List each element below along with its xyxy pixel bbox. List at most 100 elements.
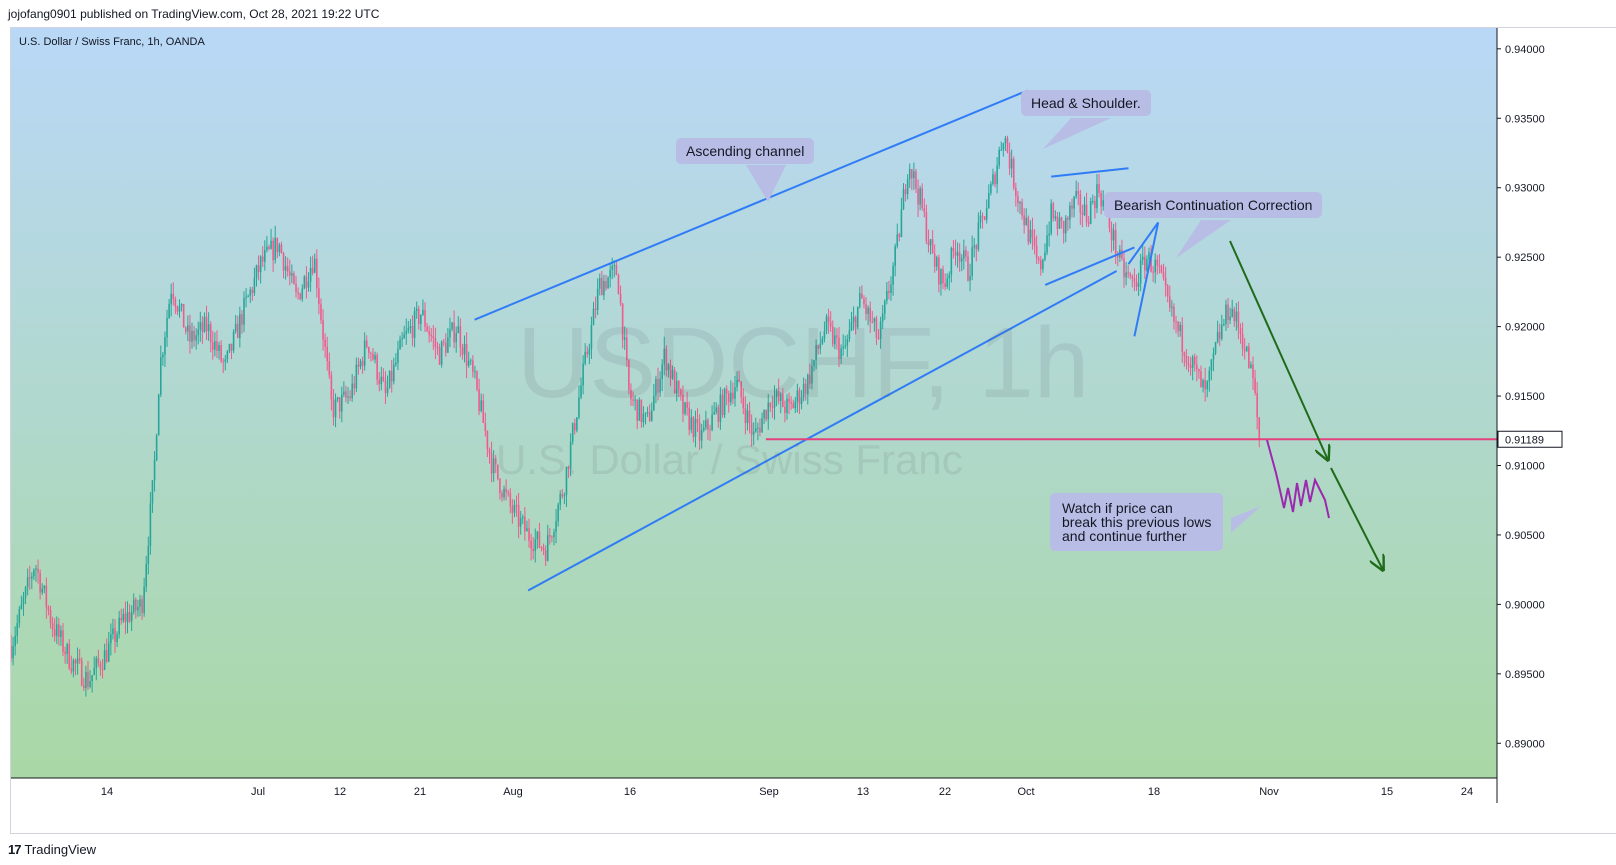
price-axis-label: 0.91500 <box>1505 391 1545 403</box>
callout-tail-ascending <box>746 165 786 202</box>
candle-body <box>732 392 734 399</box>
candle-body <box>191 330 193 342</box>
candle-body <box>856 306 859 328</box>
candle-body <box>580 385 582 398</box>
flag-upper-line[interactable] <box>1051 167 1129 178</box>
candle-body <box>973 245 976 248</box>
candle-body <box>1177 321 1179 332</box>
candle-body <box>553 532 555 538</box>
callout-ascending-channel[interactable]: Ascending channel <box>676 138 815 164</box>
candle-body <box>630 389 632 400</box>
candle-body <box>686 402 688 408</box>
candle-body <box>122 613 125 621</box>
candle-body <box>459 326 462 348</box>
price-axis[interactable]: 0.94000 0.93500 0.93000 0.92500 0.92000 0.915… <box>1497 44 1545 750</box>
candle-body <box>66 644 68 654</box>
candle-body <box>372 353 374 360</box>
candle-body <box>642 413 645 423</box>
chart-frame[interactable]: 0.94000 0.93500 0.93000 0.92500 0.92000 0.915… <box>10 27 1616 834</box>
candle-body <box>451 322 453 330</box>
candle-body <box>987 193 990 209</box>
candle-body <box>486 431 489 450</box>
candle-body <box>605 281 607 289</box>
flag-lower-line[interactable] <box>1044 246 1135 286</box>
candle-body <box>817 345 819 349</box>
callout-watch-note[interactable]: Watch if price can break this previous l… <box>1050 493 1224 551</box>
footer-brand[interactable]: 17 TradingView <box>8 842 96 857</box>
candle-body <box>355 364 358 389</box>
candle-body <box>1110 227 1113 241</box>
candle-body <box>992 174 994 184</box>
candle-body <box>1094 201 1096 209</box>
candle-body <box>821 338 824 344</box>
time-axis[interactable]: 14 Jul 12 21 Aug 16 Sep 13 22 Oct 18 Nov 15 24 <box>101 786 1473 798</box>
candle-body <box>455 333 458 343</box>
projection-path[interactable] <box>1266 439 1330 519</box>
candle-series <box>11 135 1261 697</box>
candle-body <box>89 681 91 687</box>
candle-body <box>963 250 965 259</box>
candle-body <box>507 492 510 494</box>
candle-body <box>900 209 903 237</box>
wedge-line-up[interactable] <box>1127 221 1160 265</box>
candle-body <box>164 337 166 355</box>
candle-body <box>653 395 655 411</box>
callout-bearish-continuation[interactable]: Bearish Continuation Correction <box>1104 192 1323 218</box>
candle-body <box>28 577 31 579</box>
candle-body <box>445 342 447 353</box>
candle-body <box>349 396 351 399</box>
candle-body <box>361 360 364 366</box>
candle-body <box>91 675 93 682</box>
candle-body <box>105 649 108 662</box>
candle-body <box>1039 260 1042 270</box>
candle-body <box>110 634 112 644</box>
candle-body <box>1193 356 1196 365</box>
candle-body <box>888 290 890 293</box>
candle-body <box>218 345 220 351</box>
candle-body <box>804 383 807 395</box>
candle-body <box>328 361 331 376</box>
candle-body <box>1010 158 1013 169</box>
drawing-overlays[interactable] <box>474 89 1497 592</box>
candle-body <box>157 394 160 436</box>
candle-body <box>1250 364 1252 369</box>
candle-body <box>1166 285 1169 297</box>
candle-body <box>22 597 25 605</box>
candle-body <box>1096 184 1098 209</box>
callout-head-shoulder[interactable]: Head & Shoulder. <box>1021 90 1151 116</box>
candle-body <box>1204 380 1206 390</box>
candle-body <box>51 623 54 630</box>
channel-lower-line[interactable] <box>527 270 1118 592</box>
candle-body <box>1135 281 1138 287</box>
candle-body <box>1131 276 1134 279</box>
candle-body <box>576 417 578 431</box>
candle-body <box>449 329 451 338</box>
candle-body <box>960 258 963 262</box>
candle-body <box>692 417 695 438</box>
candle-body <box>761 418 763 433</box>
bearish-arrow-extension[interactable] <box>1330 467 1383 570</box>
candle-body <box>80 660 83 686</box>
time-axis-label: 24 <box>1461 786 1473 798</box>
candle-body <box>859 293 861 307</box>
candle-body <box>948 274 951 279</box>
candle-body <box>1062 220 1065 234</box>
candle-body <box>644 412 647 414</box>
candle-body <box>779 394 782 402</box>
candle-body <box>472 360 474 372</box>
wedge-line-down[interactable] <box>1133 222 1160 337</box>
bearish-arrow-primary[interactable] <box>1229 240 1328 460</box>
candle-body <box>197 329 200 336</box>
time-axis-label: 14 <box>101 786 113 798</box>
candle-body <box>1223 324 1225 326</box>
candle-body <box>201 322 204 332</box>
candle-body <box>145 564 148 587</box>
candle-body <box>1198 368 1200 372</box>
candle-body <box>1146 259 1148 271</box>
candle-body <box>584 351 586 364</box>
candle-body <box>1214 342 1217 354</box>
channel-upper-line[interactable] <box>474 89 1028 321</box>
candle-body <box>234 323 237 332</box>
candle-body <box>330 375 333 400</box>
candle-body <box>14 635 16 647</box>
